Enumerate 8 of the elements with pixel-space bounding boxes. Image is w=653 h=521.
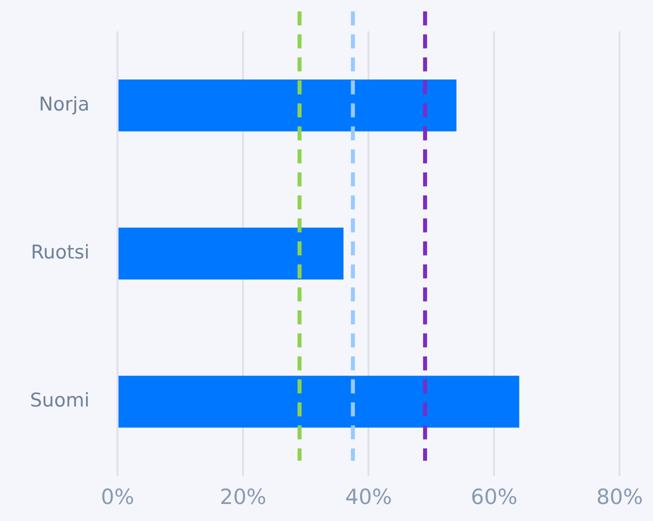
x-tick-label: 20% [220,484,266,509]
y-tick-label: Norja [38,93,90,116]
x-tick-label: 80% [596,484,644,509]
y-tick-label: Ruotsi [30,242,90,264]
x-tick-label: 0% [100,484,134,509]
x-tick-label: 40% [345,484,392,509]
x-tick-label: 60% [470,484,518,509]
y-tick-label: Suomi [30,390,90,412]
